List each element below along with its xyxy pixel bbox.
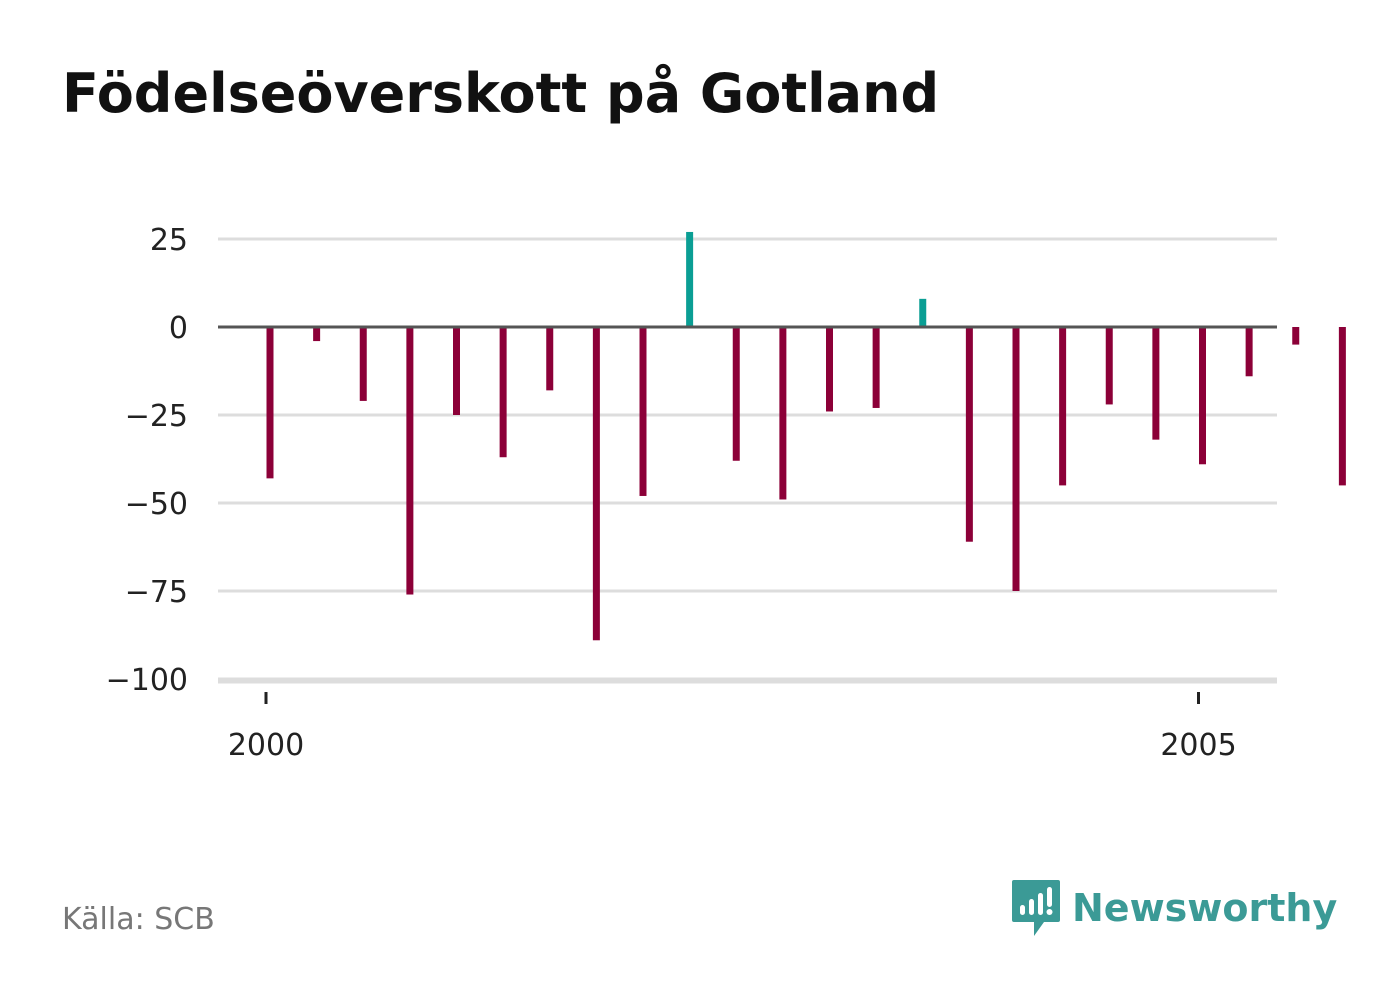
y-tick-label: −100 (106, 663, 188, 698)
bar (826, 327, 833, 412)
brand-logo[interactable]: Newsworthy (1010, 878, 1337, 938)
bar (1012, 327, 1020, 591)
gridlines (218, 237, 1277, 681)
y-tick-label: −25 (125, 399, 188, 434)
bar (686, 231, 694, 327)
bar (1059, 327, 1067, 486)
bar (1245, 327, 1253, 377)
x-tick-label: 2000 (228, 728, 304, 763)
bar (592, 327, 600, 641)
y-tick-label: −75 (125, 575, 188, 610)
y-tick-label: −50 (125, 487, 188, 522)
newsworthy-logo-icon (1012, 880, 1060, 936)
y-axis-labels: 25 0 −25 −50 −75 −100 (106, 223, 188, 698)
bar (732, 327, 740, 461)
brand-name: Newsworthy (1072, 886, 1338, 930)
bar (1105, 327, 1113, 405)
y-tick-label: 25 (150, 223, 188, 258)
chart-title: Födelseöverskott på Gotland (62, 62, 940, 125)
x-tick-label: 2005 (1160, 728, 1236, 763)
bar (266, 327, 274, 479)
bar (1199, 327, 1206, 465)
bar (499, 327, 507, 458)
bar (872, 327, 880, 408)
bar (1152, 327, 1160, 440)
bar (779, 327, 787, 500)
bar (1338, 327, 1346, 486)
bar (639, 327, 647, 496)
bars (266, 231, 1346, 641)
bar (359, 327, 367, 401)
bar (546, 327, 554, 391)
bar (406, 327, 414, 595)
bar (919, 298, 927, 327)
bar (313, 327, 321, 342)
bar (1292, 327, 1300, 345)
bar (965, 327, 973, 542)
source-label: Källa: SCB (62, 902, 215, 937)
x-axis: 200020052010201520202025 (218, 680, 1277, 763)
y-tick-label: 0 (169, 311, 188, 346)
bar (453, 327, 460, 415)
